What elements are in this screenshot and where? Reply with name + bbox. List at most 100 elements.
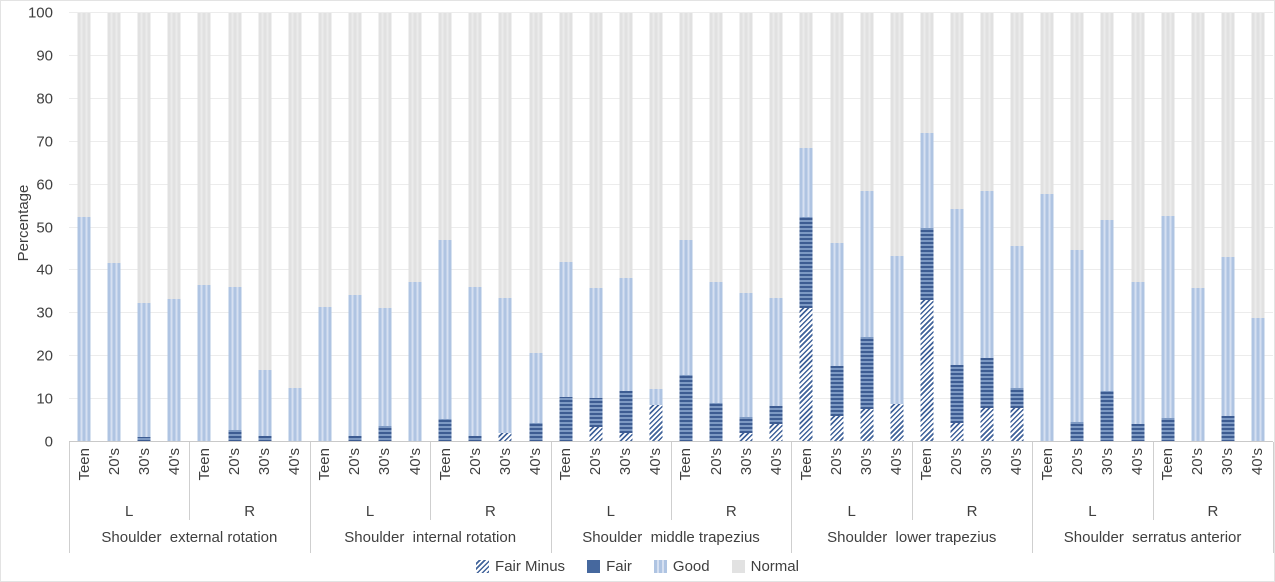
age-tick-label: Teen: [1158, 448, 1176, 481]
side-label-l: L: [125, 503, 134, 520]
age-tick-cell: 40's: [1243, 442, 1273, 501]
stacked-bar: [468, 13, 482, 442]
bar-segment-normal: [288, 13, 302, 389]
stacked-bar: [649, 13, 663, 442]
fair-minus-swatch-icon: [476, 560, 490, 573]
side-separator-line: [430, 442, 432, 520]
age-tick-cell: 30's: [370, 442, 400, 501]
stacked-bar: [619, 13, 633, 442]
age-tick-label: 20's: [827, 448, 845, 476]
bar-segment-normal: [739, 13, 753, 293]
bar-segment-normal: [1100, 13, 1114, 221]
muscle-axis-row: Shoulder external rotation Shoulder inter…: [69, 522, 1273, 553]
bar-segment-fair: [1100, 390, 1114, 442]
bar-slot: [1183, 13, 1213, 442]
gridline: [69, 226, 1273, 228]
gridline: [69, 398, 1273, 400]
age-tick-cell: Teen: [69, 442, 99, 501]
stacked-bar: [890, 13, 904, 442]
stacked-bar: [378, 13, 392, 442]
bar-segment-normal: [1251, 13, 1265, 319]
bar-group: [310, 13, 551, 442]
bar-segment-normal: [77, 13, 91, 217]
bar-segment-fair: [258, 436, 272, 442]
bars-row: [69, 13, 1273, 442]
bar-segment-normal: [619, 13, 633, 279]
age-tick-cell: 40's: [882, 442, 912, 501]
age-tick-cell: Teen: [791, 442, 821, 501]
bar-slot: [641, 13, 671, 442]
muscle-group-label: Shoulder internal rotation: [344, 529, 517, 546]
bar-segment-good: [468, 286, 482, 436]
age-tick-label: 20's: [226, 448, 244, 476]
bar-segment-fair-minus: [498, 433, 512, 442]
bar-segment-normal: [1070, 13, 1084, 251]
side-separator-line: [671, 442, 672, 520]
legend-label: Fair Minus: [495, 558, 566, 575]
stacked-bar: [1251, 13, 1265, 442]
bar-slot: [310, 13, 340, 442]
stacked-bar: [1221, 13, 1235, 442]
stacked-bar: [1161, 13, 1175, 442]
bar-segment-normal: [860, 13, 874, 192]
bar-slot: [1243, 13, 1273, 442]
age-tick-label: 30's: [135, 448, 153, 476]
bar-segment-good: [649, 388, 663, 406]
bar-segment-fair-minus: [830, 416, 844, 442]
bar-slot: [822, 13, 852, 442]
bar-segment-normal: [1131, 13, 1145, 282]
age-tick-cell: 20's: [701, 442, 731, 501]
bar-slot: [912, 13, 942, 442]
bar-segment-fair: [438, 419, 452, 442]
bar-segment-fair-minus: [890, 404, 904, 442]
bar-segment-good: [378, 308, 392, 427]
age-tick-label: 40's: [888, 448, 906, 476]
y-tick-label: 90: [36, 47, 53, 65]
group-separator-line: [1273, 442, 1274, 553]
age-tick-cell: 30's: [490, 442, 520, 501]
age-tick-label: 40's: [286, 448, 304, 476]
stacked-bar: [1131, 13, 1145, 442]
age-tick-cell: 30's: [1092, 442, 1122, 501]
y-tick-label: 30: [36, 304, 53, 322]
bar-segment-fair-minus: [649, 405, 663, 442]
age-tick-cell: 20's: [219, 442, 249, 501]
side-separator-line: [911, 442, 913, 520]
bar-segment-normal: [559, 13, 573, 262]
bar-group: [791, 13, 1032, 442]
bar-segment-good: [438, 239, 452, 420]
age-tick-cell: Teen: [1152, 442, 1182, 501]
bar-slot: [882, 13, 912, 442]
age-tick-label: 20's: [346, 448, 364, 476]
y-tick-label: 70: [36, 133, 53, 151]
bar-slot: [1092, 13, 1122, 442]
bar-segment-good: [197, 285, 211, 442]
side-label-r: R: [966, 503, 978, 520]
bar-segment-normal: [649, 13, 663, 389]
age-tick-cell: 40's: [641, 442, 671, 501]
bar-segment-good: [559, 261, 573, 398]
age-tick-cell: 40's: [400, 442, 430, 501]
bar-segment-normal: [498, 13, 512, 298]
bar-slot: [250, 13, 280, 442]
bar-segment-fair: [1131, 423, 1145, 442]
stacked-bar: [589, 13, 603, 442]
gridline: [69, 312, 1273, 314]
bar-segment-normal: [1191, 13, 1205, 289]
age-tick-label: 30's: [978, 448, 996, 476]
bar-segment-fair: [137, 436, 151, 442]
gridline: [69, 12, 1273, 13]
bar-segment-normal: [1221, 13, 1235, 257]
age-tick-cell: 20's: [942, 442, 972, 501]
age-tick-label: 40's: [1008, 448, 1026, 476]
age-tick-cell: 30's: [731, 442, 761, 501]
bar-segment-good: [860, 191, 874, 337]
y-axis-ticks: 0 10 20 30 40 50 60 70 80 90 100: [1, 6, 59, 450]
bar-slot: [671, 13, 701, 442]
age-tick-cell: 40's: [520, 442, 550, 501]
bar-segment-good: [589, 288, 603, 398]
bar-segment-fair: [1070, 421, 1084, 442]
bar-slot: [340, 13, 370, 442]
stacked-bar: [980, 13, 994, 442]
legend: Fair Minus Fair Good Normal: [1, 554, 1274, 579]
